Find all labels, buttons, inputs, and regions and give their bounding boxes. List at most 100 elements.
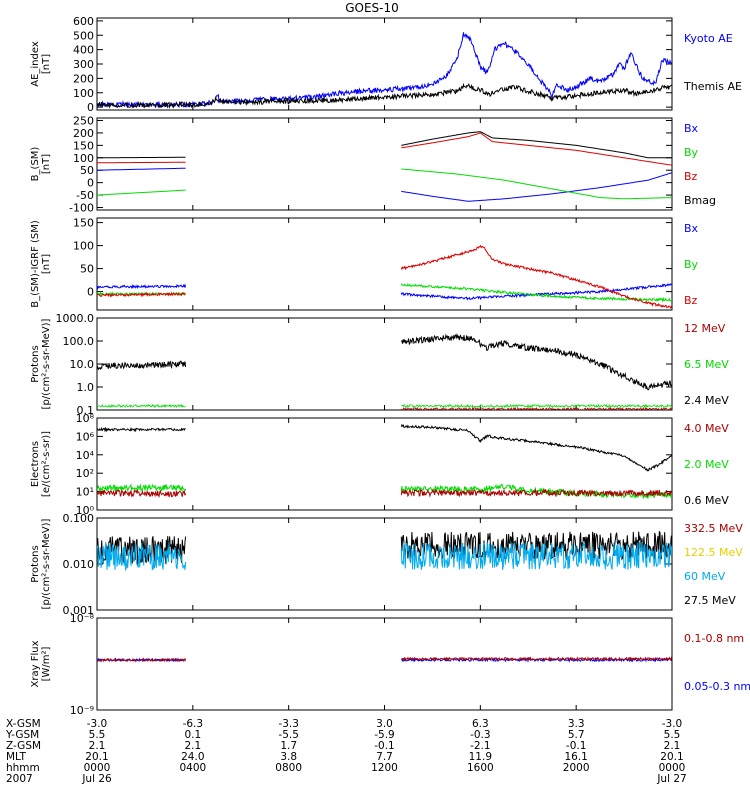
legend-label: 2.4 MeV	[684, 394, 729, 407]
x-axis-row-label: X-GSM	[6, 718, 41, 730]
series-line-kyoto-ae	[97, 32, 672, 109]
y-axis-label: Protons[p/(cm²-s-sr-MeV)]	[30, 318, 52, 409]
series-line-bx	[97, 283, 187, 290]
x-axis-value: Jul 27	[656, 773, 686, 785]
y-tick-label: 10²	[76, 467, 94, 480]
series-line-4-0-mev	[400, 488, 672, 498]
x-axis-value: 0000	[659, 762, 686, 774]
x-axis-value: -6.3	[183, 718, 204, 730]
panel-frame	[96, 217, 673, 311]
legend-label: 2.0 MeV	[684, 458, 729, 471]
y-tick-label: 10⁶	[76, 430, 95, 443]
x-axis-value: 5.5	[89, 729, 106, 741]
y-axis-label-line: B_(SM)-IGRF (SM)	[30, 220, 41, 308]
y-tick-label: 250	[73, 114, 94, 127]
y-tick-label: -50	[76, 189, 94, 202]
y-axis-label-line: [p/(cm²-s-sr-MeV)]	[41, 518, 52, 609]
series-group	[97, 530, 672, 572]
series-line-12-mev	[400, 406, 672, 410]
x-axis-value: 0800	[275, 762, 302, 774]
y-tick-label: 10⁻⁸	[70, 612, 95, 625]
y-tick-label: 150	[73, 139, 94, 152]
y-tick-label: 10¹	[76, 486, 94, 499]
y-axis-label: B_(SM)[nT]	[30, 147, 52, 182]
y-tick-label: 200	[73, 72, 94, 85]
series-line-bx	[97, 167, 186, 171]
panel-protons-high: 0.100 0.010 0.001 Protons[p/(cm²-s-sr-MeV)]…	[30, 512, 743, 617]
series-line-0-1-0-8-nm	[97, 657, 187, 663]
series-line-bx	[401, 172, 672, 202]
x-axis-value: -0.1	[566, 740, 587, 752]
x-axis-value: 0.1	[184, 729, 201, 741]
x-axis-value: 2.1	[89, 740, 106, 752]
panel-xray: 10⁻⁸ 10⁻⁹ Xray Flux[W/m²] 0.1-0.8 nm 0.05-0.…	[30, 612, 750, 717]
panel-frame	[96, 617, 673, 711]
y-tick-label: 500	[73, 29, 94, 42]
y-axis-label-line: B_(SM)	[30, 147, 41, 182]
x-axis-row-label: Y-GSM	[5, 729, 39, 741]
y-axis-label-line: [W/m²]	[41, 646, 52, 681]
x-axis-value: -3.3	[278, 718, 299, 730]
x-axis-value: -5.5	[278, 729, 299, 741]
series-line-by	[400, 283, 672, 303]
legend-label: 0.6 MeV	[684, 494, 729, 507]
x-axis-row-label: MLT	[6, 751, 26, 763]
legend-label: 0.1-0.8 nm	[684, 632, 744, 645]
legend-label: Bmag	[684, 194, 716, 207]
x-axis-row-label: 2007	[6, 773, 33, 785]
y-tick-label: 10⁴	[76, 449, 95, 462]
series-line-6-5-mev	[401, 403, 672, 409]
x-axis-value: 11.9	[469, 751, 492, 763]
legend-label: 4.0 MeV	[684, 422, 729, 435]
legend-label: Bx	[684, 222, 699, 235]
x-axis-value: 20.1	[85, 751, 108, 763]
y-tick-label: 50	[80, 164, 94, 177]
panel-frame	[96, 117, 673, 211]
y-axis-label-line: Protons	[30, 545, 41, 582]
y-tick-label: 0	[87, 101, 94, 114]
y-tick-label: 10⁸	[76, 412, 95, 425]
y-tick-label: 0.001	[63, 604, 95, 617]
x-axis-value: 0400	[179, 762, 206, 774]
x-axis-value: 16.1	[564, 751, 587, 763]
y-tick-label: 0	[87, 177, 94, 190]
legend-label: 12 MeV	[684, 322, 726, 335]
y-axis-label: Xray Flux[W/m²]	[30, 640, 52, 687]
y-tick-label: 200	[73, 127, 94, 140]
legend-label: 0.05-0.3 nm	[684, 680, 750, 693]
y-axis-label: AE_index[nT]	[30, 41, 52, 87]
series-line-by	[401, 168, 672, 200]
y-tick-label: 0.1	[77, 404, 95, 417]
y-tick-label: 0	[87, 286, 94, 299]
series-line-4-0-mev	[97, 488, 187, 499]
x-axis-value: 5.7	[568, 729, 585, 741]
series-line-2-0-mev	[97, 483, 187, 493]
y-tick-label: 1000.0	[56, 312, 95, 325]
series-line-60-mev	[400, 541, 672, 570]
y-tick-label: 0.010	[63, 558, 95, 571]
y-tick-label: 10.0	[70, 358, 95, 371]
panel-protons-low: 1000.0 100.0 10.0 1.0 0.1 Protons[p/(cm²-s-sr…	[30, 312, 729, 417]
x-axis-value: -3.0	[662, 718, 683, 730]
y-axis-label-line: [e/(cm²-s-sr)]	[41, 431, 52, 497]
series-group	[97, 244, 672, 310]
legend-label: 332.5 MeV	[684, 522, 743, 535]
legend-label: By	[684, 258, 699, 271]
y-tick-label: 1.0	[77, 381, 95, 394]
x-axis-value: -5.9	[374, 729, 395, 741]
plot-title: GOES-10	[345, 1, 399, 15]
x-axis-value: Jul 26	[81, 773, 112, 785]
series-group	[97, 333, 672, 410]
legend-label: By	[684, 146, 699, 159]
legend-label: 60 MeV	[684, 570, 726, 583]
y-axis-label: Electrons[e/(cm²-s-sr)]	[30, 431, 52, 497]
y-tick-label: 100	[73, 87, 94, 100]
y-axis-label-line: [p/(cm²-s-sr-MeV)]	[41, 318, 52, 409]
x-axis-value: 2.1	[664, 740, 681, 752]
series-line-bz	[401, 132, 672, 166]
series-line-themis-ae	[97, 82, 672, 109]
series-line-2-4-mev	[400, 333, 672, 391]
